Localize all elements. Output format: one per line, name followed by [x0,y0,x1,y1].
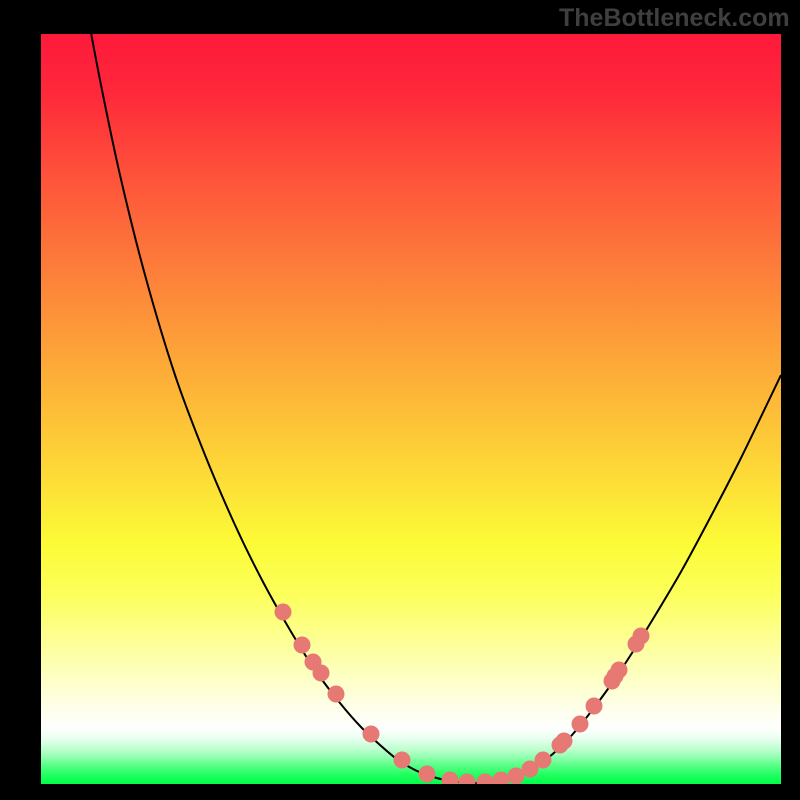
data-marker [586,698,603,715]
data-marker [556,733,573,750]
watermark-text: TheBottleneck.com [559,4,790,33]
data-marker [572,716,589,733]
data-marker [477,774,494,791]
plot-background [41,34,781,784]
data-marker [394,752,411,769]
data-marker [419,766,436,783]
data-marker [535,752,552,769]
data-marker [363,726,380,743]
chart-container [0,0,800,800]
data-marker [459,774,476,791]
data-marker [313,665,330,682]
data-marker [328,686,345,703]
data-marker [493,772,510,789]
data-marker [633,628,650,645]
data-marker [275,604,292,621]
data-marker [294,637,311,654]
data-marker [611,662,628,679]
data-marker [442,772,459,789]
bottleneck-chart [0,0,800,800]
